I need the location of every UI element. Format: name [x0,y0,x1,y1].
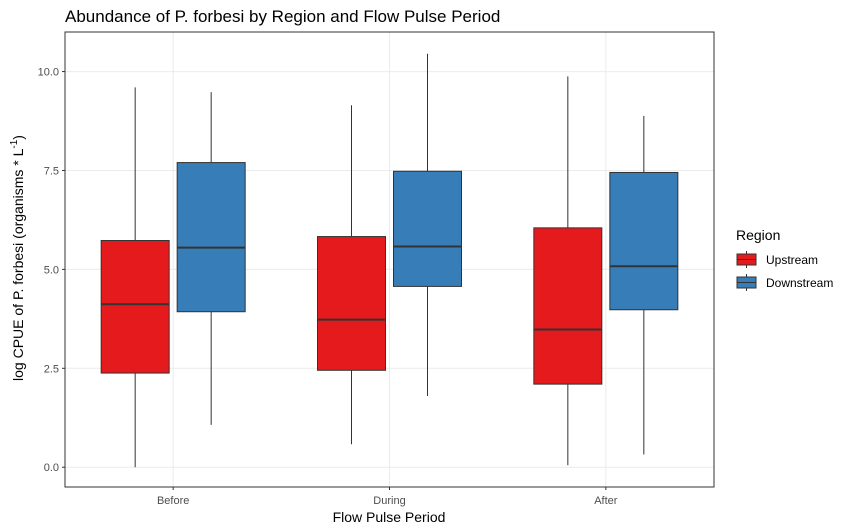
box [609,171,679,311]
legend-title: Region [736,227,780,243]
y-axis-title: log CPUE of P. forbesi (organisms * L-1) [9,135,26,381]
y-tick-label: 5.0 [44,264,59,276]
box [317,236,386,371]
x-tick-label: Before [157,495,189,507]
box [393,170,462,287]
y-axis-title-superscript: -1 [9,139,20,148]
y-tick-label: 0.0 [44,462,59,474]
legend: Region Upstream Downstream [736,227,833,291]
box [176,162,246,313]
x-tick-label: After [594,495,618,507]
chart-title: Abundance of P. forbesi by Region and Fl… [65,7,500,26]
legend-label: Downstream [766,276,833,290]
y-tick-label: 7.5 [44,165,59,177]
legend-label: Upstream [766,253,818,267]
y-tick-label: 2.5 [44,363,59,375]
box [533,227,603,385]
x-tick-label: During [373,495,405,507]
x-axis-title: Flow Pulse Period [333,509,446,525]
y-axis-title-close: ) [10,135,26,140]
box [100,240,170,374]
plot-area: 0.0 2.5 5.0 7.5 10.0 Before During After [38,31,715,507]
y-axis-title-main: log CPUE of P. forbesi (organisms * L [10,148,26,381]
legend-items: Upstream Downstream [736,251,833,291]
panel-border [64,31,715,488]
y-tick-label: 10.0 [38,67,59,79]
